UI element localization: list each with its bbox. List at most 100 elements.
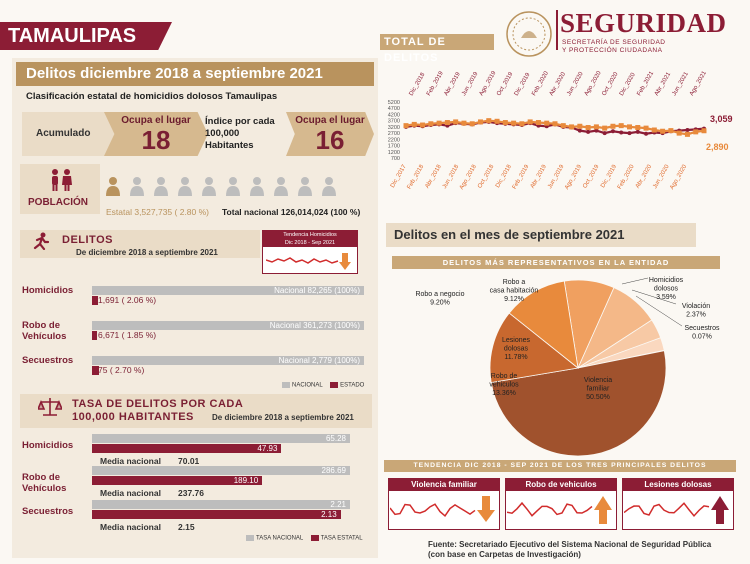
data-point <box>577 123 583 129</box>
estado-bar <box>92 331 98 340</box>
data-point <box>535 120 541 126</box>
x-bottom-label: Dic_2017 <box>390 163 408 189</box>
pie-label: Robo de <box>491 373 518 380</box>
data-point <box>668 128 674 134</box>
delito-label: Homicidios <box>22 285 74 296</box>
rank2-value: 16 <box>315 125 345 155</box>
pie-label: 2.37% <box>686 312 706 319</box>
x-top-label: Oct_2019 <box>496 71 515 97</box>
data-point <box>569 124 575 130</box>
delitos-title: DELITOS <box>62 234 113 246</box>
data-point <box>593 124 599 130</box>
data-point <box>693 129 699 135</box>
data-point <box>685 128 690 132</box>
poblacion-estatal: Estatal 3,527,735 ( 2.80 %) <box>106 207 210 217</box>
pie-label: Lesiones <box>502 337 531 344</box>
media-nacional-label: Media nacional <box>100 488 161 498</box>
legend-tasa-nacional: TASA NACIONAL <box>256 535 304 542</box>
pie-label: 50.50% <box>586 394 610 401</box>
brand-title: SEGURIDAD <box>560 8 727 38</box>
media-nacional-value: 70.01 <box>178 456 200 466</box>
person-icon <box>130 177 144 196</box>
person-icon <box>154 177 168 196</box>
delito-label: Robo de Vehículos <box>22 320 67 342</box>
person-icon <box>250 177 264 196</box>
pie-label: 3.59% <box>656 294 676 301</box>
x-bottom-label: Oct_2018 <box>477 163 496 189</box>
data-point <box>411 121 417 127</box>
x-top-label: Ago_2021 <box>689 70 708 97</box>
pie-label: 9.12% <box>504 296 524 303</box>
pie-label: 13.36% <box>492 390 516 397</box>
data-point <box>701 128 707 134</box>
pie-connector <box>635 295 683 327</box>
pie-slice <box>489 312 579 384</box>
person-icon <box>322 177 336 196</box>
x-top-label: Abr_2020 <box>549 71 568 97</box>
indice-label: Índice por cada 100,000 Habitantes <box>205 116 275 151</box>
y-tick-label: 2700 <box>388 131 400 137</box>
left-title: Delitos diciembre 2018 a septiembre 2021 <box>16 62 374 86</box>
tendencia-homicidios-title: Tendencia Homicidios Dic 2018 - Sep 2021 <box>263 231 357 247</box>
mini-chart-title: Robo de vehiculos <box>506 479 616 491</box>
x-top-label: Dic_2019 <box>514 71 532 97</box>
people-icon <box>48 168 74 197</box>
data-point <box>544 120 550 126</box>
acumulado-label: Acumulado <box>22 112 122 156</box>
media-nacional-label: Media nacional <box>100 456 161 466</box>
legend-tasa-estatal-swatch <box>310 535 319 541</box>
brand-divider <box>556 10 558 50</box>
tasa-estatal-bar: 189.10 <box>92 476 263 485</box>
tasa-nacional-bar: 286.69 <box>92 466 350 475</box>
rank-acumulado: Ocupa el lugar 18 <box>104 112 208 156</box>
x-top-label: Dic_2020 <box>619 71 637 97</box>
national-seal-icon <box>505 10 553 58</box>
tasa-title-2: 100,000 HABITANTES <box>72 411 194 423</box>
y-tick-label: 1700 <box>388 144 400 150</box>
data-point <box>610 123 616 129</box>
tasa-header <box>20 394 372 428</box>
x-bottom-label: Jun_2020 <box>652 163 671 189</box>
data-point <box>602 125 608 131</box>
x-top-label: Abr_2019 <box>444 71 463 97</box>
legend-estado-swatch <box>330 382 339 388</box>
data-point <box>478 119 483 125</box>
pie-label: Violación <box>682 303 710 310</box>
rank2-small: Ocupa el lugar <box>295 115 365 126</box>
legend-nacional-swatch <box>282 382 290 388</box>
mini-sparkline <box>390 496 495 522</box>
x-top-label: Feb_2019 <box>426 70 445 97</box>
mini-sparkline <box>624 496 729 524</box>
tendencia-sub-line: Dic 2018 - Sep 2021 <box>284 240 336 246</box>
data-point <box>618 123 624 129</box>
x-top-label: Ago_2019 <box>479 70 498 97</box>
data-point <box>560 123 566 129</box>
person-icon <box>298 177 312 196</box>
state-banner: TAMAULIPAS <box>0 22 172 50</box>
rank1-small: Ocupa el lugar <box>121 115 191 126</box>
person-icon <box>178 177 192 196</box>
x-top-label: Jun_2020 <box>566 71 585 97</box>
data-point <box>577 128 582 133</box>
x-top-label: Feb_2020 <box>531 70 550 97</box>
data-point <box>552 121 558 127</box>
data-point <box>635 125 641 131</box>
person-icon <box>274 177 288 196</box>
data-point <box>519 121 525 127</box>
pie-label: dolosos <box>654 286 679 293</box>
fuente-line-2: (con base en Carpetas de Investigación) <box>428 550 581 559</box>
data-point <box>594 128 599 133</box>
pie-label: vehiculos <box>489 382 519 389</box>
data-point <box>461 120 467 126</box>
tasa-legend: TASA NACIONAL TASA ESTATAL <box>246 535 363 542</box>
nacional-bar: Nacional 2,779 (100%) <box>92 356 364 365</box>
runner-icon <box>32 232 50 255</box>
poblacion-label: POBLACIÓN <box>28 197 88 208</box>
pie-slice <box>508 280 579 369</box>
x-bottom-label: Feb_2020 <box>617 163 636 190</box>
classification-label: Clasificación estatal de homicidios dolo… <box>26 91 278 102</box>
data-point <box>428 121 434 127</box>
pie-label: Robo a <box>503 279 526 286</box>
pie-label: Robo a negocio <box>415 291 464 298</box>
